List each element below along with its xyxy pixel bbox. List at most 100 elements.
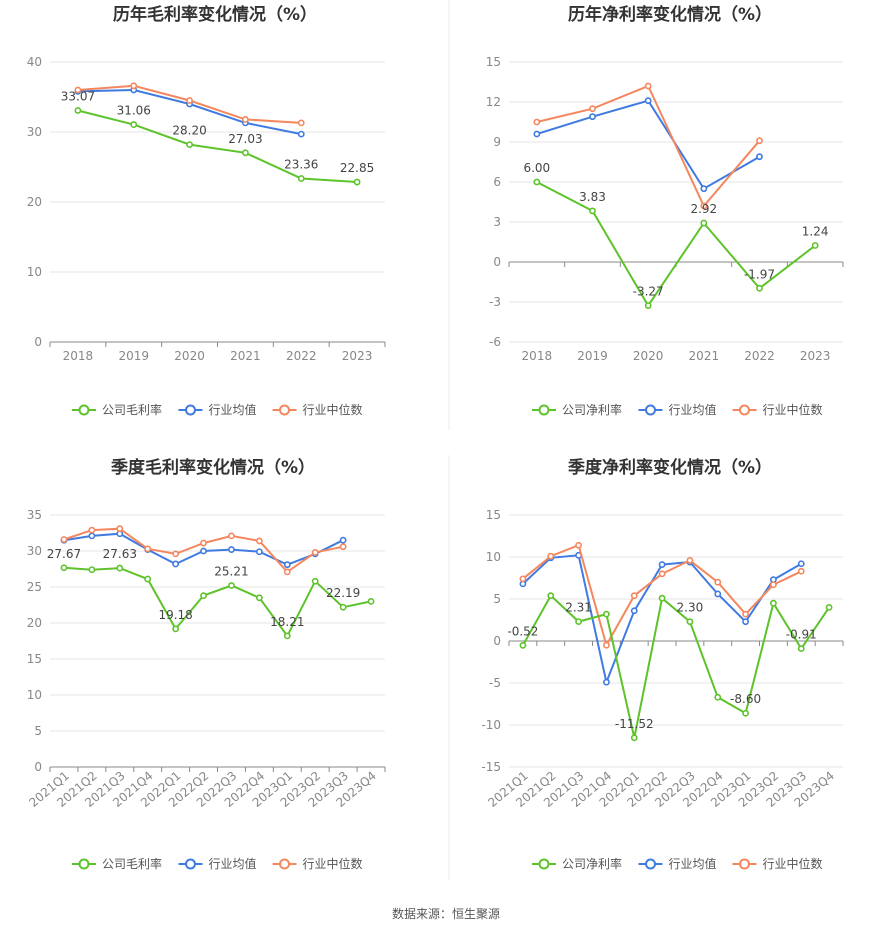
data-label: 33.07 — [61, 90, 95, 104]
data-label: 22.85 — [340, 161, 374, 175]
data-point-industry_avg — [88, 532, 96, 540]
data-point-company — [186, 141, 193, 148]
data-label: 2.31 — [565, 601, 592, 615]
data-label: 23.36 — [284, 157, 318, 171]
legend-item-industry_avg: 行业均值 — [638, 856, 717, 871]
data-point-company — [630, 734, 638, 742]
data-point-industry_avg — [228, 546, 235, 553]
data-label: 25.21 — [214, 564, 248, 578]
x-tick-label: 2023 — [342, 349, 373, 363]
legend-label: 公司净利率 — [562, 402, 622, 417]
y-tick-label: 40 — [27, 55, 42, 69]
data-point-industry_avg — [742, 618, 749, 626]
legend-label: 行业均值 — [209, 402, 257, 417]
y-tick-label: 20 — [27, 616, 42, 630]
legend-swatch-marker — [739, 858, 750, 870]
data-point-industry_avg — [283, 561, 291, 569]
data-point-industry_avg — [297, 130, 305, 138]
data-point-industry_avg — [658, 561, 666, 568]
legend-swatch-marker — [645, 404, 656, 416]
y-tick-label: 15 — [486, 55, 501, 69]
y-tick-label: 10 — [27, 265, 42, 279]
data-point-company — [756, 284, 763, 292]
data-point-company — [575, 618, 582, 625]
legend-item-company: 公司毛利率 — [72, 856, 162, 871]
x-tick-label: 2021 — [230, 349, 261, 363]
data-point-company — [74, 107, 82, 114]
legend-item-industry_avg: 行业均值 — [638, 402, 717, 417]
chart-panel-4: 季度净利率变化情况（%）-15-10-50510152021Q12021Q220… — [481, 457, 844, 871]
x-tick-label: 2023 — [800, 349, 831, 363]
x-tick-label: 2022 — [286, 349, 317, 363]
legend: 公司净利率 行业均值 行业中位数 — [532, 402, 823, 417]
legend-item-company: 公司毛利率 — [72, 402, 162, 417]
data-label: 2.30 — [677, 601, 704, 615]
legend-label: 行业均值 — [669, 402, 717, 417]
data-point-company — [519, 641, 527, 649]
legend-item-company: 公司净利率 — [532, 856, 622, 871]
legend-item-industry_avg: 行业均值 — [178, 402, 257, 417]
data-point-company — [130, 121, 138, 128]
data-point-industry_median — [533, 118, 541, 126]
data-point-industry_median — [589, 105, 596, 113]
legend-item-industry_median: 行业中位数 — [732, 402, 823, 417]
data-point-industry_median — [756, 137, 763, 145]
legend-item-industry_median: 行业中位数 — [272, 402, 363, 417]
data-label: 3.83 — [579, 190, 606, 204]
data-point-industry_avg — [255, 548, 263, 556]
legend-item-industry_median: 行业中位数 — [272, 856, 363, 871]
data-label: 19.18 — [158, 608, 192, 622]
data-point-company — [144, 575, 152, 583]
data-point-company — [658, 594, 666, 602]
data-point-industry_median — [770, 581, 777, 589]
chart-title: 历年净利率变化情况（%） — [568, 4, 772, 25]
legend-label: 公司净利率 — [562, 856, 622, 871]
data-point-industry_median — [700, 202, 708, 210]
data-point-industry_median — [60, 536, 68, 543]
legend-label: 公司毛利率 — [102, 402, 162, 417]
data-point-company — [339, 603, 347, 611]
data-point-industry_avg — [700, 185, 708, 193]
y-tick-label: -6 — [489, 335, 501, 349]
x-tick-label: 2018 — [63, 349, 94, 363]
data-label: 1.24 — [802, 224, 829, 238]
data-point-company — [200, 592, 207, 600]
legend-swatch-marker — [538, 404, 550, 416]
y-tick-label: 6 — [493, 175, 501, 189]
legend-label: 行业中位数 — [303, 402, 363, 417]
chart-panel-2: 历年净利率变化情况（%） -6 -3 0 3 6 9 12 15 2018 2019 2020 2021… — [486, 4, 844, 417]
x-tick-label: 2020 — [174, 349, 205, 363]
legend-label: 行业均值 — [209, 856, 257, 871]
data-label: -0.52 — [507, 624, 538, 638]
data-point-company — [700, 219, 708, 227]
data-point-company — [825, 604, 833, 611]
data-point-industry_median — [130, 82, 138, 90]
x-tick-label: 2019 — [577, 349, 608, 363]
x-tick-label: 2022 — [744, 349, 775, 363]
data-point-industry_median — [74, 86, 82, 94]
data-label: 6.00 — [523, 161, 550, 175]
data-label: -1.97 — [744, 267, 775, 281]
data-label: 27.03 — [228, 132, 262, 146]
chart-title: 季度净利率变化情况（%） — [568, 457, 772, 478]
data-point-company — [242, 149, 249, 157]
data-point-company — [811, 242, 819, 249]
data-point-industry_median — [255, 537, 263, 545]
data-label: 31.06 — [117, 104, 151, 118]
y-tick-label: -5 — [489, 676, 501, 690]
y-tick-label: -15 — [481, 760, 501, 774]
data-point-industry_avg — [797, 560, 805, 568]
y-tick-label: 12 — [486, 95, 501, 109]
data-point-industry_median — [200, 539, 207, 547]
data-label: 27.67 — [47, 547, 81, 561]
data-point-company — [547, 592, 555, 600]
data-label: 28.20 — [172, 124, 206, 138]
data-point-industry_median — [547, 552, 555, 560]
data-point-company — [353, 178, 361, 186]
data-point-company — [770, 599, 777, 607]
legend: 公司毛利率 行业均值 行业中位数 — [72, 402, 363, 417]
y-tick-label: 0 — [34, 335, 42, 349]
data-point-company — [228, 582, 235, 589]
data-point-industry_median — [742, 610, 749, 618]
